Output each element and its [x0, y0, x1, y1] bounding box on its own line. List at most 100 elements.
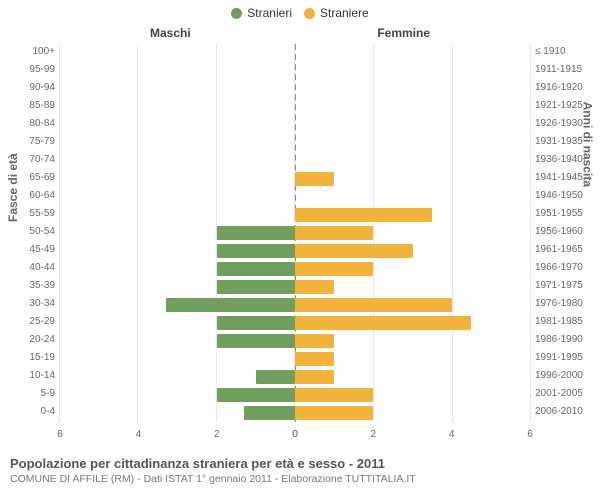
x-tick-label: 4 [136, 429, 142, 440]
pyramid-row: 85-89 [60, 98, 295, 116]
pyramid-row: 1961-1965 [295, 242, 530, 260]
bar-male [217, 280, 295, 294]
pyramid-row: 1951-1955 [295, 206, 530, 224]
bar-female [295, 280, 334, 294]
pyramid-row: 30-34 [60, 296, 295, 314]
age-label: 75-79 [5, 136, 55, 147]
bar-female [295, 316, 471, 330]
pyramid-row: 0-4 [60, 404, 295, 422]
birth-year-label: 1946-1950 [535, 190, 595, 201]
birth-year-label: 1971-1975 [535, 280, 595, 291]
male-half: 0246100+95-9990-9485-8980-8475-7970-7465… [60, 44, 295, 422]
pyramid-row: 1916-1920 [295, 80, 530, 98]
pyramid-row: 1971-1975 [295, 278, 530, 296]
age-label: 40-44 [5, 262, 55, 273]
age-label: 85-89 [5, 100, 55, 111]
pyramid-row: 1986-1990 [295, 332, 530, 350]
legend-item-female: Straniere [304, 6, 369, 20]
pyramid-row: 1976-1980 [295, 296, 530, 314]
pyramid-row: 55-59 [60, 206, 295, 224]
legend-swatch-female [304, 8, 315, 19]
bar-female [295, 244, 413, 258]
bar-female [295, 262, 373, 276]
bar-female [295, 172, 334, 186]
pyramid-row: 20-24 [60, 332, 295, 350]
age-label: 20-24 [5, 334, 55, 345]
birth-year-label: 1921-1925 [535, 100, 595, 111]
pyramid-row: ≤ 1910 [295, 44, 530, 62]
pyramid-row: 1946-1950 [295, 188, 530, 206]
x-tick-label: 6 [527, 429, 533, 440]
age-label: 60-64 [5, 190, 55, 201]
birth-year-label: 1931-1935 [535, 136, 595, 147]
birth-year-label: 1966-1970 [535, 262, 595, 273]
birth-year-label: 1941-1945 [535, 172, 595, 183]
age-label: 15-19 [5, 352, 55, 363]
birth-year-label: 1916-1920 [535, 82, 595, 93]
pyramid-row: 1911-1915 [295, 62, 530, 80]
pyramid-row: 15-19 [60, 350, 295, 368]
legend-item-male: Stranieri [231, 6, 292, 20]
birth-year-label: 1976-1980 [535, 298, 595, 309]
birth-year-label: 1956-1960 [535, 226, 595, 237]
age-label: 5-9 [5, 388, 55, 399]
pyramid-row: 90-94 [60, 80, 295, 98]
birth-year-label: 1951-1955 [535, 208, 595, 219]
bar-female [295, 370, 334, 384]
birth-year-label: 1981-1985 [535, 316, 595, 327]
x-tick-label: 6 [57, 429, 63, 440]
pyramid-row: 1941-1945 [295, 170, 530, 188]
bar-female [295, 226, 373, 240]
pyramid-row: 1991-1995 [295, 350, 530, 368]
bar-female [295, 298, 452, 312]
age-label: 70-74 [5, 154, 55, 165]
pyramid-row: 1981-1985 [295, 314, 530, 332]
chart-subtitle: COMUNE DI AFFILE (RM) - Dati ISTAT 1° ge… [10, 473, 590, 485]
plot-area: 0246100+95-9990-9485-8980-8475-7970-7465… [60, 44, 530, 422]
bar-female [295, 388, 373, 402]
pyramid-row: 1966-1970 [295, 260, 530, 278]
pyramid-row: 5-9 [60, 386, 295, 404]
legend-swatch-male [231, 8, 242, 19]
pyramid-row: 1936-1940 [295, 152, 530, 170]
female-half: 0246≤ 19101911-19151916-19201921-1925192… [295, 44, 530, 422]
pyramid-row: 2006-2010 [295, 404, 530, 422]
pyramid-row: 65-69 [60, 170, 295, 188]
birth-year-label: ≤ 1910 [535, 46, 595, 57]
column-title-left: Maschi [150, 26, 191, 40]
legend: Stranieri Straniere [0, 0, 600, 22]
gridline [530, 44, 531, 422]
birth-year-label: 1961-1965 [535, 244, 595, 255]
bar-male [244, 406, 295, 420]
pyramid-row: 1926-1930 [295, 116, 530, 134]
birth-year-label: 1991-1995 [535, 352, 595, 363]
bar-male [256, 370, 295, 384]
birth-year-label: 1986-1990 [535, 334, 595, 345]
age-label: 0-4 [5, 406, 55, 417]
pyramid-row: 1921-1925 [295, 98, 530, 116]
age-label: 80-84 [5, 118, 55, 129]
legend-label-female: Straniere [320, 6, 369, 20]
age-label: 90-94 [5, 82, 55, 93]
birth-year-label: 1936-1940 [535, 154, 595, 165]
bar-male [217, 388, 295, 402]
birth-year-label: 1996-2000 [535, 370, 595, 381]
pyramid-row: 1996-2000 [295, 368, 530, 386]
pyramid-row: 70-74 [60, 152, 295, 170]
birth-year-label: 1911-1915 [535, 64, 595, 75]
bar-female [295, 352, 334, 366]
bar-male [217, 244, 295, 258]
chart-title: Popolazione per cittadinanza straniera p… [10, 456, 590, 471]
pyramid-row: 60-64 [60, 188, 295, 206]
pyramid-row: 2001-2005 [295, 386, 530, 404]
pyramid-row: 1931-1935 [295, 134, 530, 152]
pyramid-row: 75-79 [60, 134, 295, 152]
pyramid-row: 45-49 [60, 242, 295, 260]
age-label: 95-99 [5, 64, 55, 75]
age-label: 35-39 [5, 280, 55, 291]
birth-year-label: 2001-2005 [535, 388, 595, 399]
bar-female [295, 406, 373, 420]
x-tick-label: 0 [292, 429, 298, 440]
age-label: 55-59 [5, 208, 55, 219]
caption: Popolazione per cittadinanza straniera p… [0, 452, 600, 485]
